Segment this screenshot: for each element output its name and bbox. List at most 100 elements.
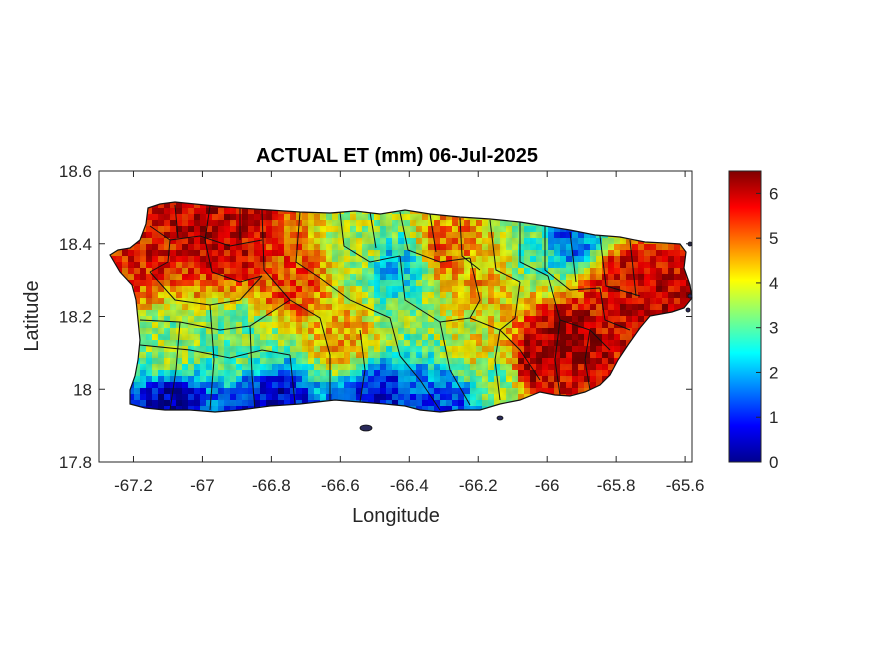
et-cell bbox=[692, 220, 699, 227]
texture-overlay bbox=[110, 202, 692, 412]
y-axis-label: Latitude bbox=[21, 280, 43, 351]
et-cell bbox=[692, 334, 699, 341]
municipal-boundary bbox=[369, 211, 377, 249]
municipal-boundary bbox=[295, 211, 321, 279]
municipal-boundary bbox=[569, 231, 577, 283]
et-cell bbox=[692, 292, 699, 299]
map-title: ACTUAL ET (mm) 06-Jul-2025 bbox=[256, 145, 538, 167]
municipal-boundary bbox=[319, 277, 401, 357]
et-cell bbox=[692, 268, 699, 275]
municipal-boundary bbox=[399, 211, 471, 263]
et-cell bbox=[692, 364, 699, 371]
et-cell bbox=[692, 274, 699, 281]
x-tick-label: -66.6 bbox=[321, 476, 360, 495]
et-cell bbox=[692, 202, 699, 209]
et-cell bbox=[692, 226, 699, 233]
et-cell bbox=[692, 280, 699, 287]
colorbar-tick-label: 1 bbox=[769, 408, 778, 427]
y-tick-label: 18.6 bbox=[59, 162, 92, 181]
et-cell bbox=[692, 376, 699, 383]
y-tick-label: 18.2 bbox=[59, 308, 92, 327]
municipal-boundary bbox=[599, 287, 631, 331]
et-cell bbox=[692, 196, 699, 203]
municipal-boundary bbox=[289, 354, 296, 405]
islet bbox=[359, 424, 373, 432]
municipal-boundary bbox=[599, 235, 641, 297]
x-axis: -67.2 -67 -66.8 -66.6 -66.4 -66.2 -66 -65.8 -65.… bbox=[114, 171, 704, 495]
municipal-boundary bbox=[209, 304, 215, 411]
et-cell bbox=[692, 328, 699, 335]
et-cell bbox=[692, 262, 699, 269]
et-cell bbox=[692, 382, 699, 389]
x-tick-label: -67 bbox=[190, 476, 215, 495]
colorbar-tick-label: 5 bbox=[769, 229, 778, 248]
y-axis: 17.8 18 18.2 18.4 18.6 bbox=[59, 162, 692, 472]
et-cell bbox=[692, 412, 699, 419]
colorbar bbox=[728, 170, 762, 463]
et-heatmap bbox=[110, 196, 699, 419]
municipal-boundary bbox=[174, 204, 179, 239]
x-tick-label: -65.6 bbox=[666, 476, 705, 495]
x-axis-label: Longitude bbox=[352, 505, 440, 527]
et-cell bbox=[692, 340, 699, 347]
colorbar-ticks: 0 1 2 3 4 5 6 bbox=[756, 184, 778, 472]
municipal-boundary bbox=[554, 319, 561, 396]
municipal-boundary bbox=[289, 299, 331, 400]
municipal-boundary bbox=[139, 299, 291, 331]
et-cell bbox=[692, 244, 699, 251]
municipal-boundary bbox=[204, 205, 263, 283]
et-cell bbox=[692, 304, 699, 311]
et-cell bbox=[692, 238, 699, 245]
et-cell bbox=[692, 250, 699, 257]
y-tick-label: 17.8 bbox=[59, 453, 92, 472]
municipal-boundary bbox=[489, 219, 521, 283]
municipal-boundary bbox=[494, 329, 501, 401]
et-cell bbox=[692, 214, 699, 221]
municipal-boundary bbox=[439, 321, 471, 406]
islet bbox=[687, 293, 693, 299]
et-cell bbox=[692, 388, 699, 395]
islet bbox=[685, 307, 691, 313]
municipal-boundary bbox=[469, 257, 481, 319]
municipal-boundary bbox=[459, 217, 481, 271]
colorbar-tick-label: 4 bbox=[769, 274, 778, 293]
municipal-boundaries bbox=[139, 204, 641, 411]
municipal-boundary bbox=[249, 325, 256, 411]
et-cell bbox=[692, 286, 699, 293]
et-cell bbox=[692, 394, 699, 401]
island-outline bbox=[109, 201, 693, 413]
municipal-boundary bbox=[399, 355, 441, 411]
colorbar-tick-label: 0 bbox=[769, 453, 778, 472]
x-tick-label: -65.8 bbox=[597, 476, 636, 495]
et-cell bbox=[692, 298, 699, 305]
x-tick-label: -66.8 bbox=[252, 476, 291, 495]
et-cell bbox=[692, 406, 699, 413]
et-cell bbox=[692, 208, 699, 215]
municipal-boundary bbox=[519, 222, 549, 277]
municipal-boundary bbox=[359, 329, 366, 403]
et-cell bbox=[692, 256, 699, 263]
municipal-boundary bbox=[169, 321, 181, 411]
et-cell bbox=[692, 370, 699, 377]
x-tick-label: -66.2 bbox=[459, 476, 498, 495]
municipal-boundary bbox=[149, 225, 171, 273]
islets bbox=[359, 241, 693, 432]
x-tick-label: -66 bbox=[535, 476, 560, 495]
municipal-boundary bbox=[339, 211, 401, 263]
y-tick-label: 18.4 bbox=[59, 235, 92, 254]
x-tick-label: -66.4 bbox=[390, 476, 429, 495]
municipal-boundary bbox=[429, 213, 437, 253]
colorbar-tick-label: 2 bbox=[769, 363, 778, 382]
et-cell bbox=[692, 352, 699, 359]
x-tick-label: -67.2 bbox=[114, 476, 153, 495]
y-tick-label: 18 bbox=[73, 380, 92, 399]
municipal-boundary bbox=[169, 235, 263, 247]
et-cell bbox=[692, 316, 699, 323]
et-cell bbox=[692, 232, 699, 239]
islet bbox=[496, 415, 504, 421]
et-cell bbox=[692, 310, 699, 317]
et-cell bbox=[692, 400, 699, 407]
municipal-boundary bbox=[547, 275, 611, 351]
